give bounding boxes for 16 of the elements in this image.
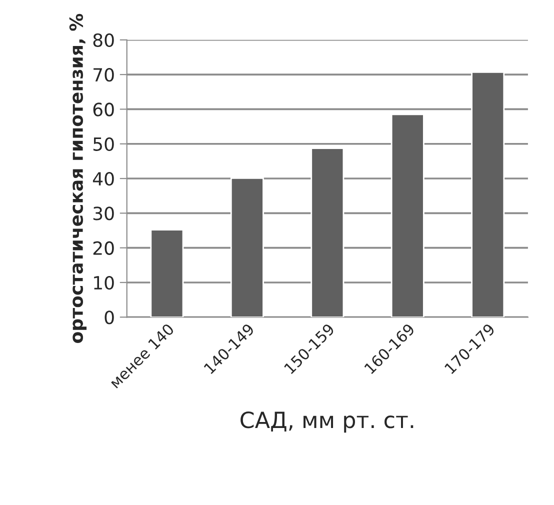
- bar: [150, 229, 184, 318]
- y-tick-label: 70: [94, 68, 114, 82]
- y-tick-label: 80: [93, 33, 114, 48]
- y-tick-label: 30: [93, 206, 114, 220]
- y-tick-label: 20: [93, 241, 114, 255]
- bar: [230, 177, 264, 318]
- x-axis-title: САД, мм рт. ст.: [240, 412, 414, 433]
- bar: [471, 71, 505, 318]
- bar: [310, 148, 344, 318]
- y-tick-label: 60: [93, 102, 114, 116]
- y-tick-label: 0: [104, 310, 114, 324]
- y-tick-label: 10: [94, 276, 114, 290]
- bar: [390, 114, 424, 318]
- y-tick-label: 40: [92, 172, 114, 186]
- y-tick-label: 50: [93, 137, 114, 151]
- y-axis-title: ортостатическая гипотензия, %: [69, 14, 87, 343]
